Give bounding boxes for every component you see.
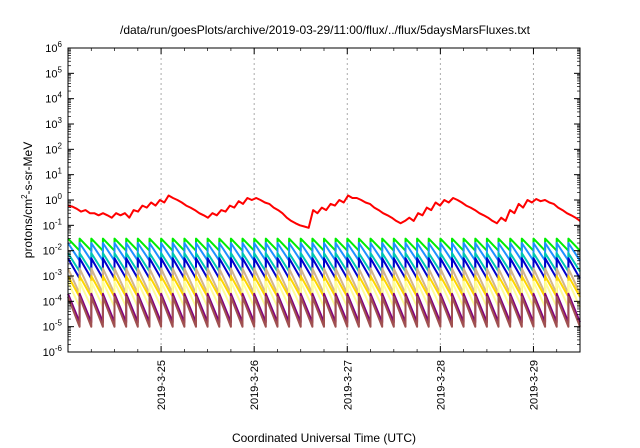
flux-series-line-red xyxy=(67,194,581,229)
x-tick-label: 2019-3-25 xyxy=(156,360,168,410)
y-tick-label: 101 xyxy=(45,167,62,182)
y-axis-title: protons/cm2-s-sr-MeV xyxy=(20,142,35,258)
y-tick-label: 106 xyxy=(45,40,62,55)
y-axis-ticks: 10-6 10-5 10-4 10-3 10-2 10-1 100 101 102 103 104 1… xyxy=(43,40,580,359)
y-tick-label: 103 xyxy=(45,116,62,131)
y-axis-title-main: protons/cm xyxy=(21,199,35,258)
y-tick-label: 10-2 xyxy=(43,243,63,258)
x-tick-label: 2019-3-27 xyxy=(342,360,354,410)
y-axis-title-rest: -s-sr-MeV xyxy=(21,142,35,195)
x-tick-label: 2019-3-29 xyxy=(528,360,540,410)
y-tick-label: 104 xyxy=(45,91,62,106)
y-tick-label: 10-6 xyxy=(43,344,63,359)
y-tick-label: 105 xyxy=(45,65,62,80)
x-tick-label: 2019-3-26 xyxy=(249,360,261,410)
y-tick-label: 100 xyxy=(45,192,62,207)
y-tick-label: 10-5 xyxy=(43,319,63,334)
flux-series-line xyxy=(67,242,581,262)
chart-title: /data/run/goesPlots/archive/2019-03-29/1… xyxy=(120,23,531,37)
x-axis-title: Coordinated Universal Time (UTC) xyxy=(232,431,416,445)
y-tick-label: 10-3 xyxy=(43,268,63,283)
data-series xyxy=(67,194,581,328)
x-axis-ticks: 2019-3-25 2019-3-26 2019-3-27 2019-3-28 2019… xyxy=(90,48,581,410)
y-tick-label: 102 xyxy=(45,141,62,156)
flux-series-line xyxy=(67,295,581,328)
y-tick-label: 10-4 xyxy=(43,293,63,308)
x-tick-label: 2019-3-28 xyxy=(435,360,447,410)
y-axis-title-sup: 2 xyxy=(20,194,29,199)
y-tick-label: 10-1 xyxy=(43,217,63,232)
